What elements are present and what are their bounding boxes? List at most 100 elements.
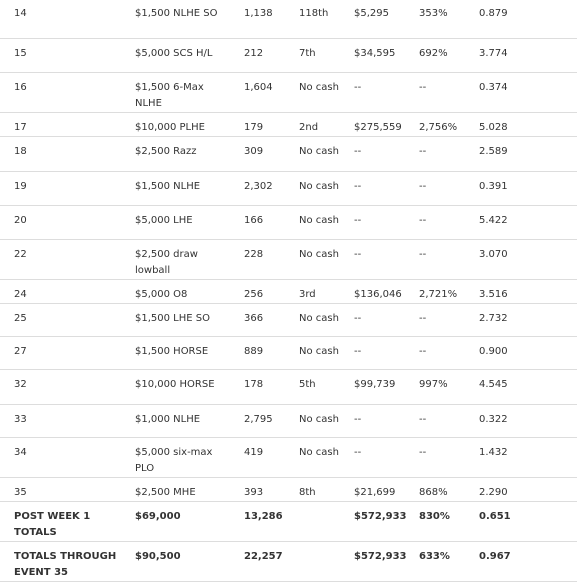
table-row: 15 $5,000 SCS H/L 212 7th $34,595 692% 3.774	[0, 38, 577, 73]
table-row: 24 $5,000 O8 256 3rd $136,046 2,721% 3.516	[0, 279, 577, 304]
table-cell: 166	[244, 205, 299, 240]
table-cell: --	[354, 205, 419, 240]
table-cell: 692%	[419, 38, 479, 73]
table-cell: $99,739	[354, 369, 419, 405]
table-cell: 0.900	[479, 336, 577, 370]
table-cell: $5,000 SCS H/L	[135, 38, 244, 73]
table-cell: 0.391	[479, 171, 577, 206]
table-cell: $1,000 NLHE	[135, 404, 244, 438]
table-cell: 178	[244, 369, 299, 405]
table-cell: --	[354, 437, 419, 478]
table-cell: 17	[0, 112, 135, 137]
table-cell: 366	[244, 303, 299, 337]
table-cell: No cash	[299, 437, 354, 478]
table-cell: --	[354, 136, 419, 172]
table-cell: --	[419, 303, 479, 337]
table-cell: 5.028	[479, 112, 577, 137]
table-cell: 3.070	[479, 239, 577, 280]
table-cell: 830%	[419, 501, 479, 542]
table-cell: 22	[0, 239, 135, 280]
table-cell: 7th	[299, 38, 354, 73]
table-cell: 5th	[299, 369, 354, 405]
table-cell: --	[419, 171, 479, 206]
table-cell: 19	[0, 171, 135, 206]
table-cell: 997%	[419, 369, 479, 405]
table-cell: --	[419, 72, 479, 113]
table-cell: $10,000 PLHE	[135, 112, 244, 137]
table-cell: 33	[0, 404, 135, 438]
table-row: 17 $10,000 PLHE 179 2nd $275,559 2,756% 5.028	[0, 112, 577, 137]
table-cell: 1,604	[244, 72, 299, 113]
table-cell: 34	[0, 437, 135, 478]
table-cell: --	[354, 171, 419, 206]
table-cell: 179	[244, 112, 299, 137]
table-cell: 353%	[419, 0, 479, 39]
table-row: 27 $1,500 HORSE 889 No cash -- -- 0.900	[0, 336, 577, 370]
table-row: 19 $1,500 NLHE 2,302 No cash -- -- 0.391	[0, 171, 577, 206]
table-row: 34 $5,000 six-max PLO 419 No cash -- -- 1.432	[0, 437, 577, 478]
table-cell: 27	[0, 336, 135, 370]
table-cell: 20	[0, 205, 135, 240]
table-cell: 2.732	[479, 303, 577, 337]
table-cell: $2,500 draw lowball	[135, 239, 244, 280]
table-cell: 256	[244, 279, 299, 304]
table-cell: $2,500 MHE	[135, 477, 244, 502]
table-cell: 4.545	[479, 369, 577, 405]
table-cell: 212	[244, 38, 299, 73]
table-cell: $572,933	[354, 541, 419, 582]
table-cell: 18	[0, 136, 135, 172]
table-cell: $1,500 6-Max NLHE	[135, 72, 244, 113]
table-cell: 3rd	[299, 279, 354, 304]
table-cell: --	[354, 336, 419, 370]
table-cell: --	[419, 336, 479, 370]
table-cell: 0.879	[479, 0, 577, 39]
table-cell: $5,295	[354, 0, 419, 39]
table-cell: 8th	[299, 477, 354, 502]
table-cell: --	[354, 72, 419, 113]
table-cell: 889	[244, 336, 299, 370]
table-row: 32 $10,000 HORSE 178 5th $99,739 997% 4.545	[0, 369, 577, 405]
table-cell: 118th	[299, 0, 354, 39]
table-cell: 22,257	[244, 541, 299, 582]
table-cell: 14	[0, 0, 135, 39]
table-cell: --	[354, 239, 419, 280]
table-cell: 419	[244, 437, 299, 478]
table-cell: 228	[244, 239, 299, 280]
table-cell: $5,000 O8	[135, 279, 244, 304]
table-cell	[299, 501, 354, 542]
table-row: 18 $2,500 Razz 309 No cash -- -- 2.589	[0, 136, 577, 172]
table-cell: 633%	[419, 541, 479, 582]
table-row: 16 $1,500 6-Max NLHE 1,604 No cash -- -- 0.374	[0, 72, 577, 113]
table-cell: $5,000 LHE	[135, 205, 244, 240]
table-cell: 2nd	[299, 112, 354, 137]
table-cell: 2.589	[479, 136, 577, 172]
table-cell: $136,046	[354, 279, 419, 304]
table-row: 22 $2,500 draw lowball 228 No cash -- -- 3.070	[0, 239, 577, 280]
table-cell: $10,000 HORSE	[135, 369, 244, 405]
table-row: 35 $2,500 MHE 393 8th $21,699 868% 2.290	[0, 477, 577, 502]
table-row: POST WEEK 1 TOTALS $69,000 13,286 $572,933 8…	[0, 501, 577, 542]
table-row: 14 $1,500 NLHE SO 1,138 118th $5,295 353% 0.87…	[0, 0, 577, 39]
table-cell: No cash	[299, 303, 354, 337]
table-cell: $1,500 LHE SO	[135, 303, 244, 337]
table-cell: 3.774	[479, 38, 577, 73]
table-cell: $34,595	[354, 38, 419, 73]
table-cell: --	[354, 404, 419, 438]
table-cell: 2,302	[244, 171, 299, 206]
table-cell: 1.432	[479, 437, 577, 478]
table-cell: $69,000	[135, 501, 244, 542]
table-cell: --	[354, 303, 419, 337]
table-cell: $90,500	[135, 541, 244, 582]
table-cell: TOTALS THROUGH EVENT 35	[0, 541, 135, 582]
table-cell: --	[419, 437, 479, 478]
table-cell: $572,933	[354, 501, 419, 542]
table-row: 20 $5,000 LHE 166 No cash -- -- 5.422	[0, 205, 577, 240]
table-cell: 2,756%	[419, 112, 479, 137]
table-cell: 0.322	[479, 404, 577, 438]
table-cell: --	[419, 205, 479, 240]
table-cell: $275,559	[354, 112, 419, 137]
table-cell	[299, 541, 354, 582]
table-cell: No cash	[299, 205, 354, 240]
table-cell: 13,286	[244, 501, 299, 542]
